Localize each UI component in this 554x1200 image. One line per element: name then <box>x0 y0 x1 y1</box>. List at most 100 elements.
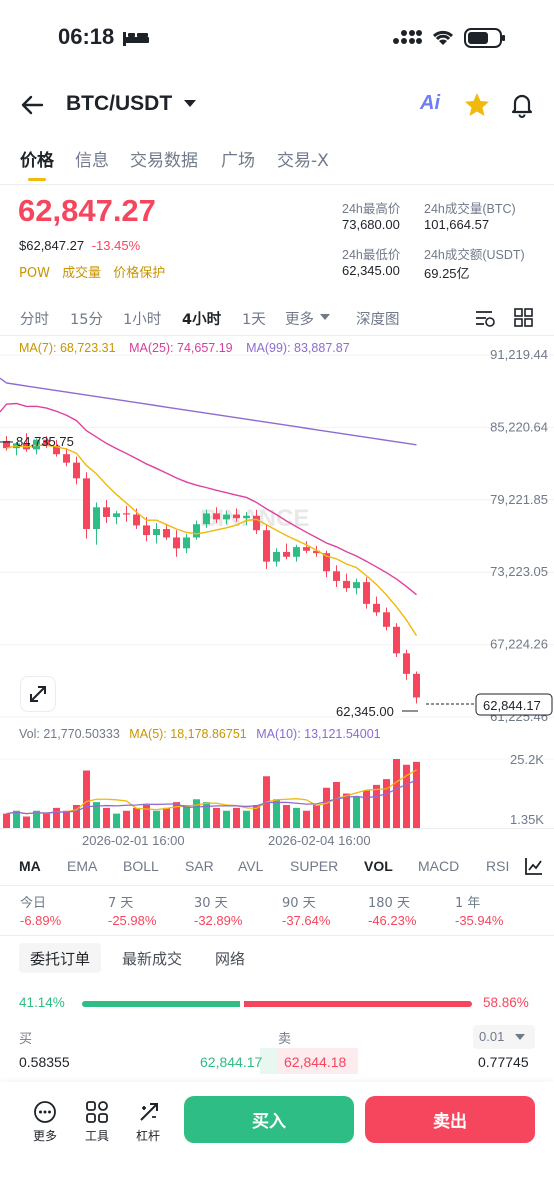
x-tick-label: 2026-02-01 16:00 <box>82 833 185 848</box>
leverage-icon[interactable] <box>137 1100 161 1124</box>
vol-ma5-label: MA(5): 18,178.86751 <box>129 727 247 741</box>
current-price-label: 62,844.17 <box>483 698 541 713</box>
tag-price-protection[interactable]: 价格保护 <box>113 266 166 281</box>
indicator-settings-bg <box>514 848 554 888</box>
tab-order-book[interactable]: 委托订单 <box>19 943 101 973</box>
caret-down-icon[interactable] <box>184 100 196 110</box>
tag-volume[interactable]: 成交量 <box>62 266 102 281</box>
candle-body <box>383 612 390 627</box>
back-arrow-icon[interactable] <box>20 94 44 116</box>
candle-body <box>153 529 160 536</box>
perf-label-30d: 30 天 <box>194 896 228 911</box>
tag-pow[interactable]: POW <box>19 266 50 281</box>
candlestick-chart[interactable]: BINANCE 91,219.4485,220.6479,221.8573,22… <box>0 336 554 726</box>
timeframe-4h[interactable]: 4小时 <box>182 312 222 328</box>
indicator-ema[interactable]: EMA <box>67 858 98 874</box>
volume-bar <box>363 790 370 828</box>
indicator-avl[interactable]: AVL <box>238 858 264 874</box>
indicator-rsi[interactable]: RSI <box>486 858 510 874</box>
volume-bar <box>353 796 360 828</box>
candle-body <box>413 673 420 698</box>
indicator-chart-icon[interactable] <box>524 856 544 876</box>
volume-chart: 25.2K 1.35K 2026-02-01 16:00 2026-02-04 … <box>0 752 554 848</box>
indicator-sar[interactable]: SAR <box>185 858 214 874</box>
timeframe-more[interactable]: 更多 <box>285 312 314 328</box>
timeframe-line[interactable]: 分时 <box>20 312 49 328</box>
ma25-label: MA(25): 74,657.19 <box>129 341 233 355</box>
chart-settings-icon[interactable] <box>474 308 496 328</box>
bottom-bar: 更多 工具 杠杆 买入 卖出 <box>0 1082 554 1200</box>
volume-bar <box>413 761 420 828</box>
divider <box>0 885 554 886</box>
indicator-super[interactable]: SUPER <box>290 858 339 874</box>
tab-network[interactable]: 网络 <box>215 950 246 968</box>
perf-value-180d: -46.23% <box>368 913 417 928</box>
ratio-sell-fill <box>244 1001 472 1007</box>
tools-icon[interactable] <box>85 1100 109 1124</box>
wifi-icon <box>432 30 454 45</box>
signal-icon <box>393 30 422 44</box>
grid-layout-icon[interactable] <box>514 308 534 328</box>
buy-button[interactable]: 买入 <box>184 1096 354 1143</box>
candle-body <box>93 507 100 530</box>
candle-body <box>323 553 330 572</box>
tools-label[interactable]: 工具 <box>85 1129 110 1143</box>
volume-bar <box>73 805 80 828</box>
sell-button[interactable]: 卖出 <box>365 1096 535 1143</box>
candle-body <box>403 653 410 674</box>
candle-body <box>223 514 230 520</box>
volume-legend: Vol: 21,770.50333 MA(5): 18,178.86751 MA… <box>19 727 381 741</box>
last-price: 62,847.27 <box>18 193 156 228</box>
ma7-label: MA(7): 68,723.31 <box>19 341 116 355</box>
ma99-label: MA(99): 83,887.87 <box>246 341 350 355</box>
ma-legend: MA(7): 68,723.31 MA(25): 74,657.19 MA(99… <box>19 341 350 355</box>
candle-body <box>53 445 60 455</box>
more-icon[interactable] <box>33 1100 57 1124</box>
more-label[interactable]: 更多 <box>33 1129 58 1143</box>
perf-label-90d: 90 天 <box>282 896 316 911</box>
perf-label-7d: 7 天 <box>108 896 134 911</box>
tab-info[interactable]: 信息 <box>75 151 109 171</box>
volume-bar <box>163 807 170 828</box>
bell-icon[interactable] <box>510 92 534 118</box>
divider <box>0 184 554 185</box>
fullscreen-button[interactable] <box>20 676 56 712</box>
timeframe-1h[interactable]: 1小时 <box>123 312 162 328</box>
star-icon[interactable] <box>464 92 490 118</box>
indicator-macd[interactable]: MACD <box>418 858 460 874</box>
ask-price[interactable]: 62,844.18 <box>284 1054 347 1070</box>
indicator-ma[interactable]: MA <box>19 858 41 874</box>
tab-trade-x[interactable]: 交易-X <box>277 151 329 171</box>
tab-price[interactable]: 价格 <box>20 151 54 171</box>
timeframe-depth[interactable]: 深度图 <box>356 312 400 328</box>
pair-title[interactable]: BTC/USDT <box>66 92 173 115</box>
ai-icon[interactable]: Ai <box>420 92 440 114</box>
price-axis-label: 85,220.64 <box>490 419 548 434</box>
leverage-label[interactable]: 杠杆 <box>136 1129 161 1143</box>
candle-body <box>313 550 320 554</box>
precision-value: 0.01 <box>479 1029 505 1044</box>
volume-bar <box>383 779 390 828</box>
vol-ma10-label: MA(10): 13,121.54001 <box>256 727 381 741</box>
timeframe-1d[interactable]: 1天 <box>242 312 266 328</box>
candle-body <box>173 537 180 549</box>
stat-vol-usdt: 69.25亿 <box>424 266 470 281</box>
indicator-vol[interactable]: VOL <box>364 858 393 874</box>
volume-bar <box>233 807 240 828</box>
bid-depth-bar <box>260 1048 278 1074</box>
candle-body <box>273 551 280 562</box>
tab-recent-trades[interactable]: 最新成交 <box>122 950 183 968</box>
stat-vol-btc-label: 24h成交量(BTC) <box>424 202 516 216</box>
candle-body <box>213 513 220 520</box>
tab-square[interactable]: 广场 <box>221 151 255 171</box>
indicator-boll[interactable]: BOLL <box>123 858 159 874</box>
ratio-buy-fill <box>82 1001 241 1007</box>
tab-order-book-label: 委托订单 <box>30 950 91 968</box>
candle-body <box>353 582 360 589</box>
stat-low: 62,345.00 <box>342 263 400 278</box>
timeframe-15m[interactable]: 15分 <box>70 312 103 328</box>
bid-price[interactable]: 62,844.17 <box>200 1054 263 1070</box>
volume-bar <box>213 807 220 828</box>
precision-select[interactable]: 0.01 <box>473 1025 535 1049</box>
tab-trading-data[interactable]: 交易数据 <box>130 151 198 171</box>
